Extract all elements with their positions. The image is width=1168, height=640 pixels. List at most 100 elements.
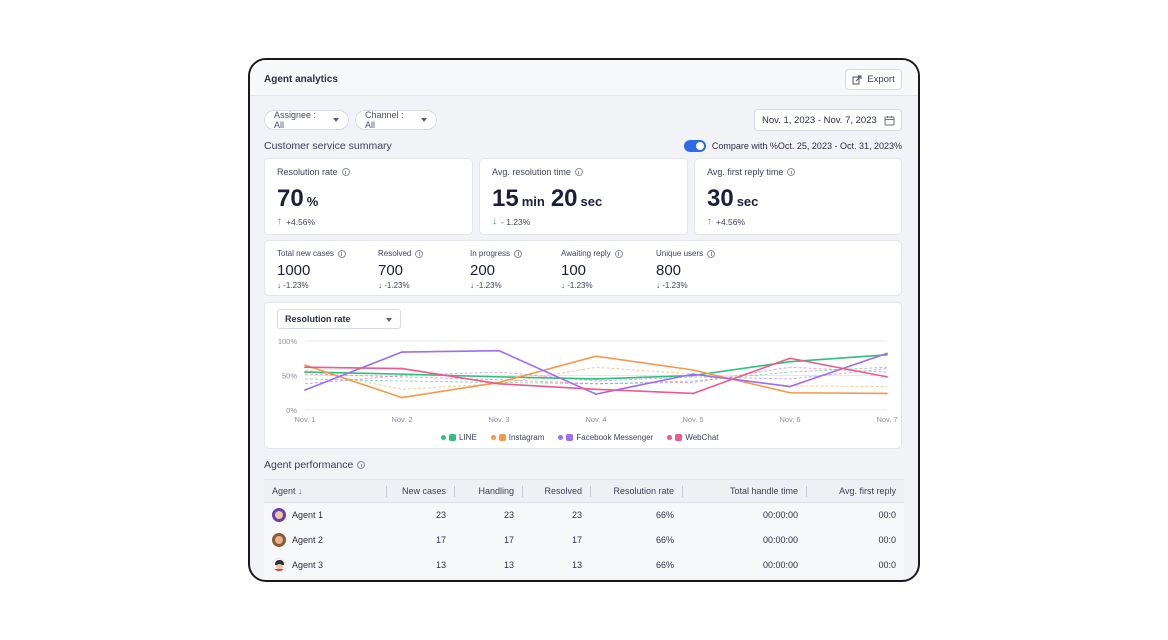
kpi-delta: ↓ - 1.23% [492,216,530,227]
info-icon[interactable] [337,249,346,258]
kpi-value-wrap: 30 sec [707,185,758,213]
stat-delta-value: -1.23% [567,281,593,290]
avg-first-reply-cell: 00:0 [878,560,896,570]
series-compare-line [304,368,888,385]
stat-label: In progress [470,249,511,258]
legend-dot [441,435,446,440]
kpi-unit-min: min [521,194,545,209]
header-bar: Agent analytics Export [250,60,918,96]
date-range-picker[interactable]: Nov. 1, 2023 - Nov. 7, 2023 [754,109,902,131]
column-header-label: New cases [401,486,446,496]
table-row[interactable]: Agent 1 23 23 23 66% 00:00:00 00:0 [264,502,904,528]
agent-name: Agent 2 [292,535,324,545]
column-header-label: Avg. first reply [839,486,896,496]
table-row[interactable]: Agent 2 17 17 17 66% 00:00:00 00:0 [264,527,904,553]
column-header-agent[interactable]: Agent ↓ [264,480,386,503]
stat-delta: ↓ -1.23% [277,281,309,290]
assignee-filter[interactable]: Assignee : All [264,110,349,130]
stat-label-wrap: Total new cases [277,249,346,258]
export-label: Export [867,74,895,85]
legend-item[interactable]: LINE [441,433,477,442]
arrow-down-icon: ↓ [277,281,281,290]
stat-delta-value: -1.23% [662,281,688,290]
arrow-down-icon: ↓ [298,486,303,496]
avatar [272,533,286,547]
x-tick-label: Nov. 1 [294,415,315,424]
column-header-new-cases[interactable]: New cases [386,480,454,503]
kpi-card-resolution-rate: Resolution rate 70 % ↑ +4.56% [264,158,473,235]
data-point [401,351,403,353]
channel-filter[interactable]: Channel : All [355,110,437,130]
x-tick-label: Nov. 7 [876,415,897,424]
metric-select[interactable]: Resolution rate [277,309,401,329]
x-tick-label: Nov. 5 [682,415,703,424]
legend-dot [490,435,496,440]
x-tick-label: Nov. 6 [779,415,800,424]
kpi-card-avg-resolution-time: Avg. resolution time 15 min 20 sec ↓ - 1… [479,158,688,235]
info-icon[interactable] [341,168,350,176]
agent-name: Agent 1 [292,510,324,521]
legend-item[interactable]: Facebook Messenger [558,433,653,442]
series-line [304,349,888,395]
agent-cell-wrap: Agent 1 [272,508,378,523]
y-tick-label: 0% [286,406,297,415]
data-point [401,373,403,376]
data-point [401,367,403,370]
info-icon[interactable] [574,168,583,176]
kpi-delta: ↑ +4.56% [277,216,315,227]
x-tick-label: Nov. 2 [391,415,412,424]
resolved-cell: 23 [571,510,582,521]
table-row[interactable]: Agent 3 13 13 13 66% 00:00:00 00:0 [264,552,904,578]
column-header-resolution-rate[interactable]: Resolution rate [590,480,682,503]
column-header-handling[interactable]: Handling [454,480,522,503]
legend-item[interactable]: Instagram [490,433,544,442]
compare-toggle[interactable] [683,140,706,152]
avatar [272,508,286,523]
calendar-icon [884,116,895,126]
agent-cell-wrap: Agent 3 [272,558,378,572]
data-point [498,381,500,384]
stat-label-wrap: In progress [470,249,523,258]
kpi-label: Resolution rate [277,167,338,177]
kpi-value: 70 [277,185,304,212]
arrow-down-icon: ↓ [470,281,474,290]
x-tick-label: Nov. 3 [488,415,509,424]
kpi-label-wrap: Avg. resolution time [492,167,583,177]
agent-performance-table: Agent ↓ New cases Handling Resolved Reso… [264,479,904,578]
info-icon[interactable] [614,249,623,258]
column-header-avg-first-reply[interactable]: Avg. first reply [806,480,904,503]
stat-value: 200 [470,262,496,279]
channel-icon [675,434,683,441]
app-window: Agent analytics Export Assignee : All Ch… [248,58,920,582]
info-icon[interactable] [415,249,424,258]
data-point [498,349,500,352]
stat-delta: ↓ -1.23% [656,281,688,290]
data-point [886,352,888,355]
data-point [595,378,597,380]
legend-item[interactable]: WebChat [667,433,719,442]
stat-value: 100 [561,262,587,279]
performance-title: Agent performance [264,459,354,471]
info-icon[interactable] [514,249,523,258]
agent-name: Agent 3 [292,560,324,570]
export-button[interactable]: Export [845,69,902,90]
info-icon[interactable] [787,168,796,176]
column-header-resolved[interactable]: Resolved [522,480,590,503]
channel-icon [449,434,456,441]
y-tick-label: 100% [278,337,298,346]
kpi-unit: sec [736,194,759,209]
summary-title: Customer service summary [264,140,392,152]
column-header-total-handle-time[interactable]: Total handle time [682,480,806,503]
stat-delta-value: -1.23% [476,281,502,290]
data-point [789,385,791,388]
data-point [886,392,888,395]
avatar [272,558,286,572]
arrow-down-icon: ↓ [656,281,660,290]
new-cases-cell: 23 [435,510,446,521]
handling-cell: 17 [503,535,514,545]
total-handle-time-cell: 00:00:00 [762,535,798,545]
total-handle-time-cell: 00:00:00 [762,510,798,521]
info-icon[interactable] [707,249,716,258]
legend-label: LINE [459,433,477,442]
info-icon[interactable] [357,461,366,469]
